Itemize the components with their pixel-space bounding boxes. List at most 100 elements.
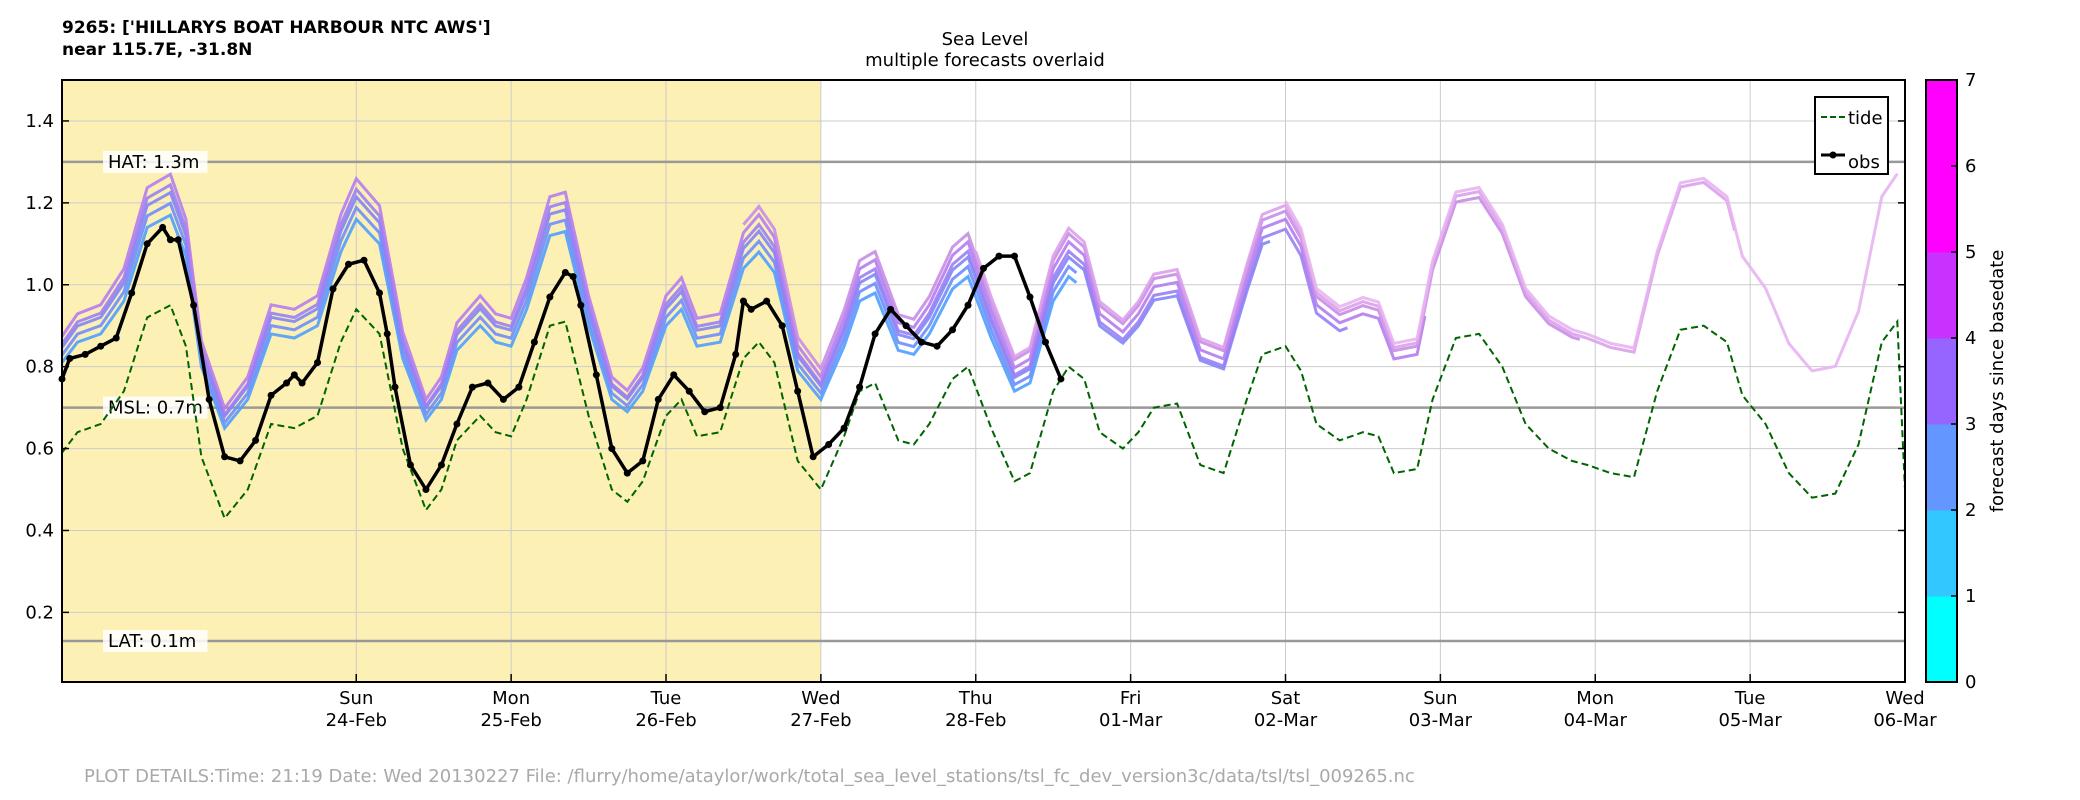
x-tick-day: Thu xyxy=(958,688,993,709)
obs-point xyxy=(283,379,291,387)
obs-point xyxy=(298,379,306,387)
obs-point xyxy=(856,383,864,391)
legend-box xyxy=(1814,96,1889,175)
y-tick-label: 0.2 xyxy=(25,602,54,623)
obs-point xyxy=(701,408,709,416)
x-tick-date: 03-Mar xyxy=(1409,710,1473,731)
x-tick-day: Tue xyxy=(650,688,682,709)
obs-point xyxy=(639,457,647,465)
obs-point xyxy=(499,395,507,403)
obs-point xyxy=(1010,252,1018,260)
obs-point xyxy=(174,236,182,244)
plot-details-footer: PLOT DETAILS:Time: 21:19 Date: Wed 20130… xyxy=(84,766,1415,787)
station-title: 9265: ['HILLARYS BOAT HARBOUR NTC AWS'] xyxy=(62,18,491,38)
series-group xyxy=(58,171,1906,521)
x-tick-day: Sun xyxy=(339,688,373,709)
legend-obs-marker xyxy=(1829,151,1837,159)
obs-point xyxy=(887,305,895,313)
obs-point xyxy=(375,289,383,297)
plot-frame xyxy=(61,79,1906,683)
obs-point xyxy=(329,285,337,293)
obs-point xyxy=(871,330,879,338)
colorbar-segment xyxy=(1926,596,1957,683)
forecast-line xyxy=(974,180,1737,359)
obs-point xyxy=(561,268,569,276)
obs-point xyxy=(190,301,198,309)
x-tick-date: 24-Feb xyxy=(326,710,387,731)
obs-point xyxy=(360,256,368,264)
x-tick-day: Sun xyxy=(1423,688,1457,709)
obs-point xyxy=(66,354,74,362)
legend-tide-label: tide xyxy=(1848,108,1883,129)
obs-point xyxy=(468,383,476,391)
x-tick-date: 06-Mar xyxy=(1873,710,1937,731)
colorbar-frame xyxy=(1925,79,1958,683)
forecast-line xyxy=(1284,172,1899,373)
reference-label-bg xyxy=(103,150,208,173)
obs-point xyxy=(995,252,1003,260)
obs-point xyxy=(623,469,631,477)
x-tick-date: 02-Mar xyxy=(1254,710,1318,731)
obs-point xyxy=(902,322,910,330)
obs-point xyxy=(97,342,105,350)
obs-point xyxy=(252,436,260,444)
obs-point xyxy=(1026,293,1034,301)
obs-point xyxy=(1057,375,1065,383)
obs-point xyxy=(236,457,244,465)
reference-label: MSL: 0.7m xyxy=(108,398,203,419)
obs-point xyxy=(205,395,213,403)
x-tick-date: 04-Mar xyxy=(1564,710,1628,731)
reference-label: LAT: 0.1m xyxy=(108,631,196,652)
obs-point xyxy=(918,338,926,346)
grid-lines xyxy=(62,80,1906,682)
colorbar: 0 1 2 3 4 5 6 7 forecast days since basedate xyxy=(1925,70,2008,693)
reference-label: HAT: 1.3m xyxy=(108,152,199,173)
obs-point xyxy=(840,424,848,432)
y-tick-label: 0.6 xyxy=(25,439,54,460)
obs-point xyxy=(716,404,724,412)
obs-point xyxy=(159,223,167,231)
reference-label-bg xyxy=(103,630,208,653)
axes: 0.20.40.60.81.01.21.4Sun24-FebMon25-FebT… xyxy=(25,79,1937,731)
colorbar-tick-label: 5 xyxy=(1965,242,1976,263)
obs-point xyxy=(747,305,755,313)
obs-point xyxy=(980,264,987,272)
y-tick-label: 1.2 xyxy=(25,193,54,214)
x-tick-day: Fri xyxy=(1120,688,1141,709)
obs-point xyxy=(345,260,353,268)
y-tick-label: 1.0 xyxy=(25,275,54,296)
colorbar-segment xyxy=(1926,424,1957,511)
obs-point xyxy=(794,387,802,395)
x-tick-date: 05-Mar xyxy=(1718,710,1782,731)
colorbar-segment xyxy=(1926,166,1957,253)
reference-lines: HAT: 1.3m MSL: 0.7m LAT: 0.1m xyxy=(62,150,1905,653)
chart-title-main: Sea Level xyxy=(941,29,1029,50)
colorbar-tick-label: 1 xyxy=(1965,586,1976,607)
forecast-line xyxy=(60,212,1078,432)
obs-point xyxy=(128,289,136,297)
obs-point xyxy=(778,322,786,330)
y-tick-label: 0.4 xyxy=(25,520,54,541)
obs-point xyxy=(515,383,523,391)
forecast-line xyxy=(60,182,1349,418)
colorbar-tick-label: 6 xyxy=(1965,156,1976,177)
obs-point xyxy=(577,301,585,309)
obs-point xyxy=(763,297,771,305)
x-tick-date: 25-Feb xyxy=(480,710,541,731)
legend-obs-label: obs xyxy=(1848,152,1880,173)
obs-point xyxy=(592,371,600,379)
x-tick-date: 27-Feb xyxy=(790,710,851,731)
obs-point xyxy=(569,273,577,281)
obs-point xyxy=(422,486,430,494)
x-tick-date: 28-Feb xyxy=(945,710,1006,731)
chart-title: Sea Level multiple forecasts overlaid xyxy=(780,29,1190,71)
obs-point xyxy=(530,338,538,346)
obs-point xyxy=(406,461,414,469)
obs-point xyxy=(484,379,492,387)
obs-point xyxy=(143,240,151,248)
obs-point xyxy=(825,440,833,448)
obs-point xyxy=(314,359,322,367)
obs-point xyxy=(685,387,693,395)
x-tick-day: Mon xyxy=(1576,688,1614,709)
colorbar-segment xyxy=(1926,510,1957,597)
